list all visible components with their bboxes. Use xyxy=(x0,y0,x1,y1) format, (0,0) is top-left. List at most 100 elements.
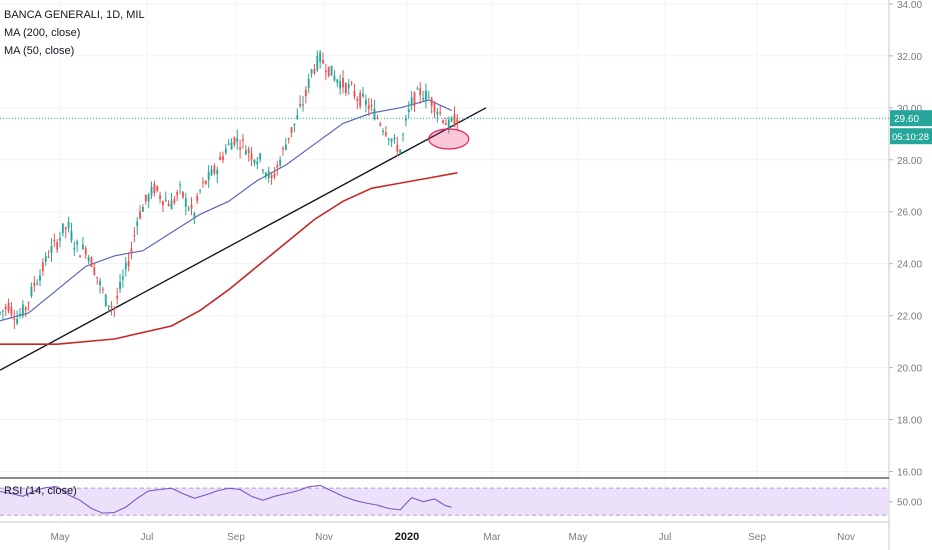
candle-body xyxy=(316,55,319,70)
candle-body xyxy=(362,93,364,97)
candle-body xyxy=(407,109,410,112)
candle-body xyxy=(10,307,13,315)
candle-body xyxy=(64,227,67,230)
candle-body xyxy=(99,281,101,286)
candle-body xyxy=(313,68,316,73)
candle-body xyxy=(319,52,322,63)
price-tick-label: 16.00 xyxy=(897,468,922,479)
candle-body xyxy=(44,256,47,262)
candle-body xyxy=(0,312,1,314)
candle-body xyxy=(84,248,87,255)
candle-body xyxy=(222,155,224,161)
candle-body xyxy=(173,199,176,203)
candle-body xyxy=(193,213,196,218)
candle-body xyxy=(382,130,384,132)
candle-body xyxy=(224,149,227,154)
time-tick-label: Jul xyxy=(659,532,672,543)
candle-body xyxy=(442,120,444,123)
candle-body xyxy=(56,242,59,250)
candle-body xyxy=(339,80,342,89)
chart-title: BANCA GENERALI, 1D, MIL xyxy=(4,9,145,21)
trendline xyxy=(0,107,487,371)
candle-body xyxy=(256,161,259,165)
candle-body xyxy=(182,191,184,198)
candle-body xyxy=(307,78,310,88)
candle-body xyxy=(67,221,70,228)
candle-body xyxy=(324,70,327,73)
price-tick-label: 26.00 xyxy=(897,208,922,219)
rsi-band xyxy=(0,488,889,516)
candle-body xyxy=(270,174,273,179)
candle-body xyxy=(370,104,373,107)
candle-body xyxy=(430,97,433,107)
price-tick-label: 34.00 xyxy=(897,0,922,11)
candle-body xyxy=(47,256,50,258)
candle-body xyxy=(284,144,287,150)
candle-body xyxy=(347,84,350,88)
candle-body xyxy=(153,183,156,193)
candle-body xyxy=(144,194,147,202)
candle-body xyxy=(21,304,24,317)
rsi-pane: 50.00 RSI (14, close) xyxy=(0,477,922,516)
candle-body xyxy=(127,261,130,267)
candle-body xyxy=(204,180,207,184)
candle-body xyxy=(159,195,162,199)
candle-body xyxy=(130,248,133,253)
candle-body xyxy=(162,201,164,206)
candle-body xyxy=(81,244,84,249)
candle-body xyxy=(167,203,170,207)
candle-body xyxy=(107,305,110,308)
candle-body xyxy=(116,296,119,299)
candle-body xyxy=(13,318,16,321)
candle-body xyxy=(342,78,344,88)
candle-body xyxy=(104,294,107,307)
indicator-ma50-label: MA (50, close) xyxy=(4,45,75,57)
time-tick-label: Mar xyxy=(483,532,501,543)
candle-body xyxy=(61,223,64,234)
candle-body xyxy=(121,276,124,280)
candle-body xyxy=(79,255,81,258)
candle-body xyxy=(33,282,36,286)
rsi-label: RSI (14, close) xyxy=(4,485,77,497)
time-tick-label: Nov xyxy=(315,532,333,543)
candle-body xyxy=(367,105,370,110)
time-tick-label: May xyxy=(569,532,588,543)
candle-body xyxy=(136,221,139,226)
candle-body xyxy=(424,90,427,102)
candle-body xyxy=(447,119,450,130)
candle-body xyxy=(184,198,187,207)
candle-body xyxy=(290,127,293,133)
price-tick-label: 28.00 xyxy=(897,156,922,167)
candle-body xyxy=(213,165,216,174)
candle-body xyxy=(110,306,113,308)
candle-body xyxy=(87,257,90,262)
candle-body xyxy=(176,191,179,196)
candle-body xyxy=(202,181,204,184)
candle-body xyxy=(76,241,79,245)
candle-body xyxy=(73,247,76,250)
candle-body xyxy=(393,137,396,140)
candle-body xyxy=(373,108,376,120)
candle-body xyxy=(250,153,253,160)
candle-body xyxy=(50,246,53,254)
candle-body xyxy=(390,138,393,142)
candle-body xyxy=(119,282,121,290)
candle-body xyxy=(410,97,413,105)
candle-body xyxy=(219,157,222,160)
candle-body xyxy=(402,134,404,136)
candle-body xyxy=(299,103,302,107)
ma50-line xyxy=(0,99,452,322)
candle-body xyxy=(356,99,359,101)
candle-body xyxy=(322,60,324,64)
candle-body xyxy=(41,262,44,272)
candle-body xyxy=(113,307,116,309)
candle-body xyxy=(262,170,264,172)
time-tick-label: May xyxy=(51,532,70,543)
candle-body xyxy=(244,150,247,155)
candle-body xyxy=(30,286,33,296)
candle-body xyxy=(196,196,199,202)
price-tick-label: 24.00 xyxy=(897,260,922,271)
time-tick-label: Sep xyxy=(227,532,245,543)
